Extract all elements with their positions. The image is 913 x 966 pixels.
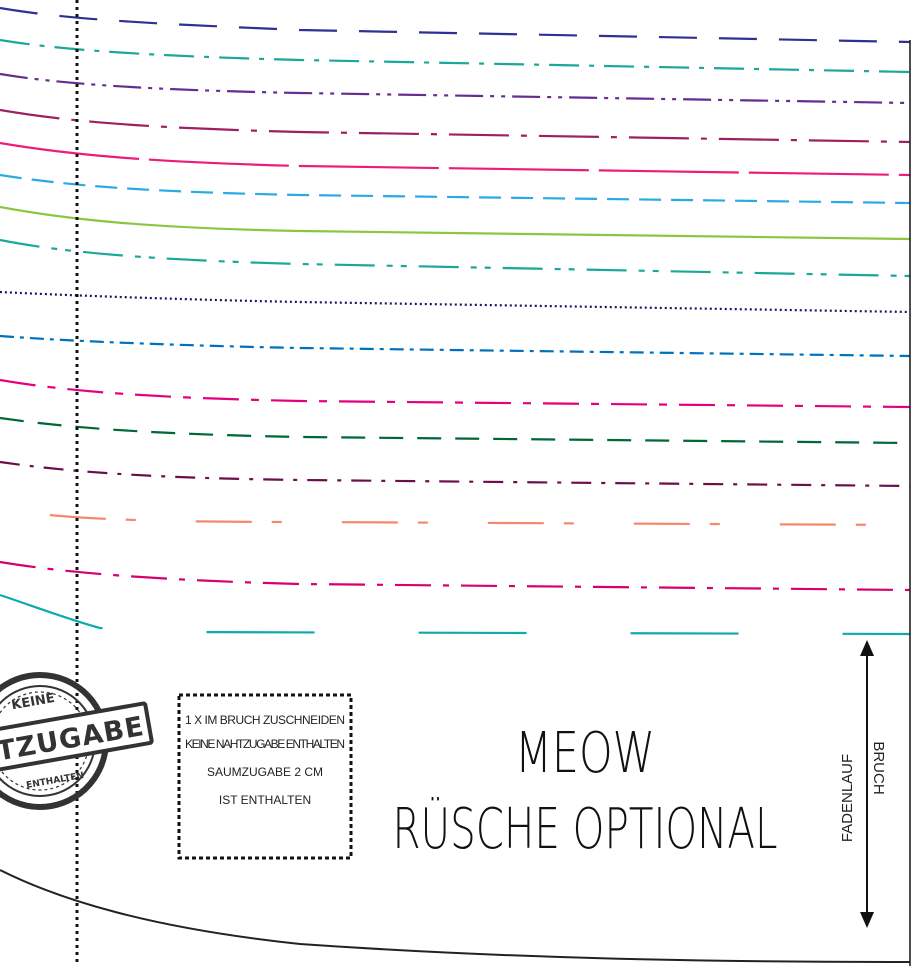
size-line-3 bbox=[0, 72, 911, 105]
size-line-6 bbox=[0, 173, 911, 205]
arrow-up-icon bbox=[860, 640, 874, 656]
size-line-11 bbox=[0, 378, 911, 409]
stamp-bottom-text: ENTHALTEN bbox=[26, 771, 85, 791]
size-line-10 bbox=[0, 334, 911, 358]
size-line-7 bbox=[0, 205, 911, 241]
instruction-line-1: 1 X IM BRUCH ZUSCHNEIDEN bbox=[185, 713, 345, 727]
cutting-instructions: 1 X IM BRUCH ZUSCHNEIDEN KEINE NAHTZUGAB… bbox=[177, 693, 353, 860]
stamp-top-text: KEINE bbox=[10, 691, 56, 713]
grainline-arrow: FADENLAUF BRUCH bbox=[839, 640, 887, 928]
instruction-box bbox=[177, 693, 353, 860]
size-line-9 bbox=[0, 290, 911, 314]
size-line-8 bbox=[0, 238, 911, 278]
grainline-label-bruch: BRUCH bbox=[870, 741, 887, 794]
size-line-13 bbox=[0, 460, 911, 488]
size-line-16 bbox=[0, 593, 911, 636]
hem-line bbox=[0, 869, 911, 963]
size-line-12 bbox=[0, 416, 911, 445]
pattern-title: MEOW bbox=[515, 721, 655, 786]
no-seam-allowance-stamp: KEINE NAHTZUGABE ENTHALTEN bbox=[0, 672, 154, 810]
size-line-15 bbox=[0, 560, 911, 592]
size-line-14 bbox=[49, 513, 911, 527]
size-line-2 bbox=[0, 38, 911, 74]
size-line-4 bbox=[0, 108, 911, 144]
instruction-line-4: IST ENTHALTEN bbox=[219, 793, 311, 807]
size-lines bbox=[0, 6, 911, 636]
arrow-down-icon bbox=[860, 912, 874, 928]
instruction-line-3: SAUMZUGABE 2 CM bbox=[207, 765, 323, 779]
size-line-5 bbox=[0, 141, 911, 177]
pattern-subtitle: RÜSCHE OPTIONAL bbox=[393, 797, 778, 862]
size-line-1 bbox=[0, 6, 911, 44]
grainline-label-fadenlauf: FADENLAUF bbox=[839, 754, 856, 842]
instruction-line-2: KEINE NAHTZUGABE ENTHALTEN bbox=[185, 737, 345, 751]
